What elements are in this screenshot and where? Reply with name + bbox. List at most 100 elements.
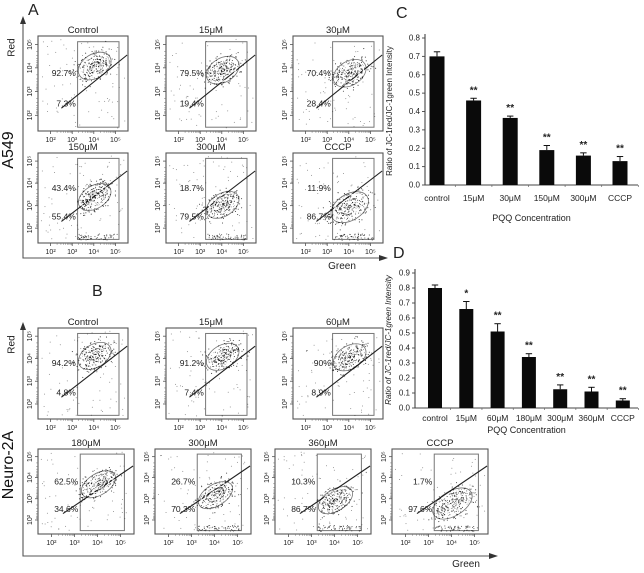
x-tick-label: 10⁴ bbox=[209, 540, 220, 547]
lower-gate-percent: 55.4% bbox=[52, 212, 77, 222]
y-tick-label: 10⁴ bbox=[264, 472, 271, 483]
scatter-dots bbox=[40, 155, 125, 241]
y-tick-label: 0.3 bbox=[399, 359, 411, 368]
contour-rings bbox=[205, 55, 240, 85]
y-tick-label: 10⁴ bbox=[27, 353, 34, 364]
scatter-dots bbox=[41, 39, 126, 129]
x-category-label: 150μM bbox=[534, 193, 560, 203]
contour-rings bbox=[78, 342, 112, 370]
x-tick-label: 10⁴ bbox=[216, 249, 227, 256]
x-tick-label: 10⁵ bbox=[352, 540, 363, 547]
x-tick-label: 10³ bbox=[322, 425, 333, 432]
y-tick-label: 10² bbox=[282, 222, 289, 233]
y-tick-label: 10³ bbox=[282, 376, 289, 387]
y-tick-label: 10⁴ bbox=[381, 472, 388, 483]
y-tick-label: 0.7 bbox=[409, 52, 421, 61]
gate-diagonal bbox=[61, 54, 128, 109]
flow-plot-B-0-2: 60μM 10⁵ 10⁴ 10³ 10² 10² 10³ 10⁴ 10⁵ 90% 8.9% bbox=[282, 317, 384, 432]
green-arrow-icon-a bbox=[379, 255, 388, 261]
gate-diagonal bbox=[189, 170, 256, 222]
bar-150μM bbox=[539, 150, 555, 185]
plot-box bbox=[37, 448, 135, 535]
x-tick-label: 10³ bbox=[69, 540, 80, 547]
x-category-label: 180μM bbox=[516, 413, 542, 423]
lower-gate-percent: 97.6% bbox=[408, 504, 433, 514]
x-tick-label: 10⁴ bbox=[343, 425, 354, 432]
y-tick-label: 10⁵ bbox=[155, 156, 162, 167]
significance-marker: * bbox=[464, 289, 468, 300]
y-tick-label: 10⁵ bbox=[144, 451, 151, 462]
bar-control bbox=[429, 56, 445, 185]
significance-marker: ** bbox=[556, 372, 564, 383]
plot-box bbox=[292, 327, 384, 420]
y-tick-label: 10⁵ bbox=[155, 331, 162, 342]
bar-chart-C: C Ratio of JC-1red/JC-1green Intensity 0.0… bbox=[385, 5, 639, 223]
x-tick-label: 10⁴ bbox=[329, 540, 340, 547]
x-axis-label: PQQ Concentration bbox=[487, 425, 566, 435]
flow-plot-title: Control bbox=[68, 25, 99, 36]
y-tick-label: 0.7 bbox=[399, 299, 411, 308]
y-tick-label: 0.8 bbox=[409, 34, 421, 43]
y-tick-label: 0.6 bbox=[409, 70, 421, 79]
lower-gate-percent: 4.8% bbox=[56, 387, 76, 397]
x-tick-label: 10³ bbox=[195, 137, 206, 144]
y-tick-label: 10² bbox=[27, 110, 34, 121]
y-tick-label: 10⁵ bbox=[27, 39, 34, 50]
y-tick-label: 10⁴ bbox=[27, 62, 34, 73]
y-tick-label: 10³ bbox=[27, 86, 34, 97]
x-tick-label: 10² bbox=[46, 249, 57, 256]
flow-plot-title: Control bbox=[68, 317, 99, 328]
y-tick-label: 10⁵ bbox=[264, 451, 271, 462]
green-arrow-icon-b bbox=[489, 553, 498, 559]
y-tick-label: 10² bbox=[27, 514, 34, 525]
x-tick-label: 10³ bbox=[306, 540, 317, 547]
y-tick-label: 0.4 bbox=[399, 344, 411, 353]
upper-gate-percent: 92.7% bbox=[52, 68, 77, 78]
green-axis-label-a: Green bbox=[328, 261, 356, 272]
scatter-dots bbox=[297, 335, 381, 416]
y-tick-label: 10³ bbox=[155, 200, 162, 211]
x-tick-label: 10³ bbox=[423, 540, 434, 547]
gate-rect bbox=[205, 332, 248, 416]
gate-diagonal bbox=[62, 465, 134, 515]
panel-b-axis-frame bbox=[22, 328, 492, 557]
gate-rect bbox=[77, 41, 120, 128]
y-tick-label: 10² bbox=[282, 110, 289, 121]
contour-rings bbox=[206, 342, 240, 371]
x-tick-label: 10⁴ bbox=[88, 137, 99, 144]
x-tick-label: 10⁵ bbox=[365, 249, 376, 256]
gate-rect bbox=[433, 453, 479, 532]
y-tick-label: 0.5 bbox=[409, 89, 421, 98]
panel-a-axis-frame bbox=[22, 22, 382, 259]
gate-diagonal bbox=[61, 345, 128, 398]
x-tick-label: 10³ bbox=[322, 137, 333, 144]
bar-CCCP bbox=[612, 161, 628, 185]
flow-plot-A-0-2: 30μM 10⁵ 10⁴ 10³ 10² 10² 10³ 10⁴ 10⁵ 70.4% 28.4% bbox=[282, 25, 384, 144]
lower-gate-percent: 7.4% bbox=[184, 387, 204, 397]
y-tick-label: 10⁵ bbox=[282, 156, 289, 167]
y-axis-label: Ratio of JC-1red/JC-1green Intensity bbox=[384, 274, 393, 405]
y-tick-label: 10² bbox=[381, 514, 388, 525]
plot-box bbox=[37, 152, 129, 244]
x-tick-label: 10² bbox=[174, 425, 185, 432]
x-tick-label: 10³ bbox=[195, 425, 206, 432]
x-tick-label: 10⁴ bbox=[446, 540, 457, 547]
bar-300μM bbox=[553, 389, 568, 408]
upper-gate-percent: 1.7% bbox=[413, 477, 433, 487]
gate-rect bbox=[205, 157, 248, 240]
lower-gate-percent: 28.4% bbox=[307, 98, 332, 108]
upper-gate-percent: 26.7% bbox=[171, 477, 196, 487]
x-tick-label: 10⁵ bbox=[365, 425, 376, 432]
gate-rect bbox=[77, 332, 120, 416]
flow-plot-title: 300μM bbox=[188, 438, 217, 449]
panel-letter: C bbox=[396, 5, 408, 22]
upper-gate-percent: 94.2% bbox=[52, 358, 77, 368]
x-tick-label: 10² bbox=[163, 540, 174, 547]
plot-box bbox=[154, 448, 252, 535]
lower-gate-percent: 70.3% bbox=[171, 504, 196, 514]
x-tick-label: 10⁵ bbox=[238, 249, 249, 256]
y-tick-label: 10³ bbox=[27, 493, 34, 504]
gate-rect bbox=[332, 41, 375, 128]
plot-box bbox=[165, 35, 257, 132]
x-tick-label: 10⁴ bbox=[216, 137, 227, 144]
